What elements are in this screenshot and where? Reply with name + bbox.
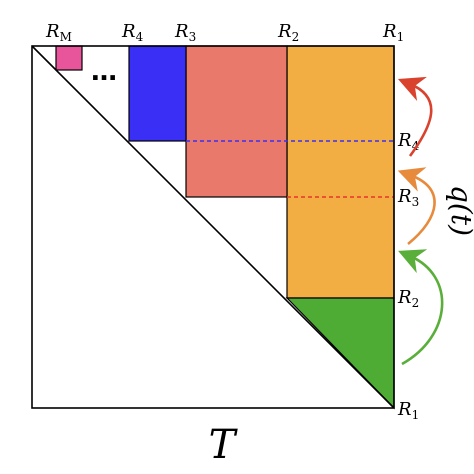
outer-square: [31, 45, 395, 409]
orange-block: [286, 45, 395, 299]
top-label-r2: R2: [277, 21, 299, 44]
top-label-r3: R3: [174, 21, 196, 44]
top-label-r1: R1: [382, 21, 404, 44]
pink-block: [55, 45, 83, 71]
right-label-r3: R3: [397, 186, 419, 209]
right-label-r2: R2: [397, 287, 419, 310]
salmon-block: [185, 45, 288, 198]
side-text-qt: q(t): [445, 185, 474, 236]
blue-block: [128, 45, 187, 142]
ellipsis-dots: …: [91, 57, 117, 87]
diagonal-line: [31, 45, 395, 409]
arrow-green-curve: [398, 249, 444, 366]
arrow-orange-curve: [397, 167, 436, 246]
top-label-rm: RM: [45, 21, 72, 44]
right-label-r4: R4: [397, 130, 420, 153]
top-label-r4: R4: [121, 21, 144, 44]
arrow-red-curve: [397, 76, 433, 157]
bottom-axis-label-t: T: [209, 422, 239, 468]
right-label-r1: R1: [397, 399, 419, 422]
